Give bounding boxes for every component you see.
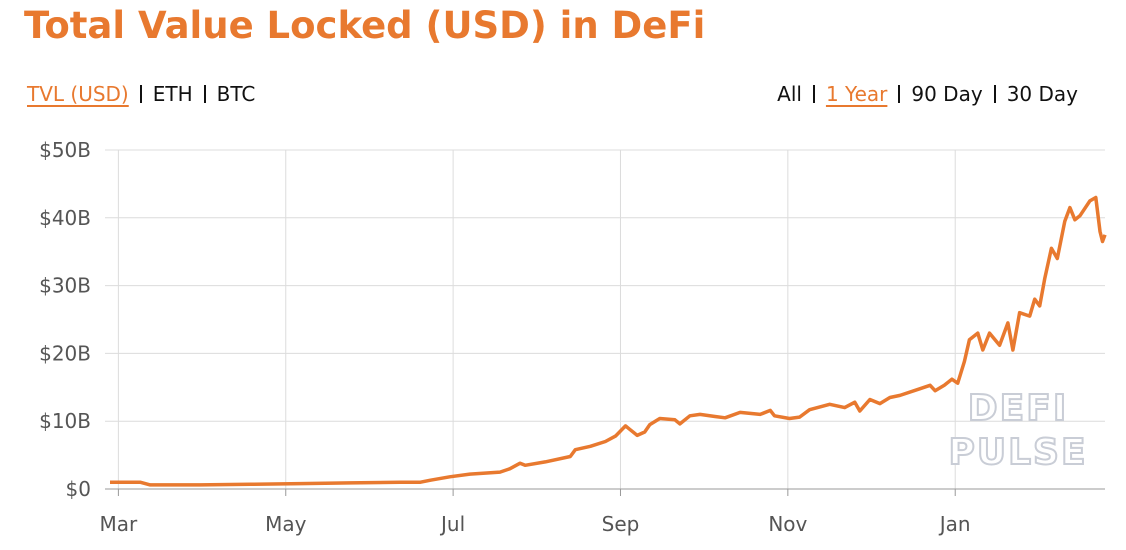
x-tick-label: Mar [100,512,139,536]
y-tick-label: $10B [39,409,91,433]
tab-separator [139,85,142,103]
y-tick-label: $0 [66,477,91,501]
watermark: DEFI [968,388,1068,429]
tab[interactable]: 1 Year [825,82,888,106]
tab-separator [898,85,901,103]
y-tick-label: $20B [39,341,91,365]
x-tick-label: Sep [602,512,640,536]
range-tabs: All 1 Year 90 Day 30 Day [777,82,1078,106]
tab[interactable]: TVL (USD) [27,82,129,106]
watermark: PULSE [948,432,1087,473]
tab[interactable]: ETH [152,82,193,106]
tab[interactable]: 90 Day [911,82,983,106]
x-tick-label: May [265,512,307,536]
tab[interactable]: All [777,82,802,106]
tab-separator [993,85,996,103]
x-tick-label: Jul [439,512,465,536]
x-tick-label: Jan [938,512,971,536]
page-title: Total Value Locked (USD) in DeFi [24,4,706,47]
tvl-line [110,195,1107,487]
y-tick-label: $30B [39,274,91,298]
x-tick-label: Nov [768,512,807,536]
y-tick-label: $40B [39,206,91,230]
tab[interactable]: 30 Day [1006,82,1078,106]
tab[interactable]: BTC [216,82,256,106]
tab-separator [812,85,815,103]
tab-separator [203,85,206,103]
y-tick-label: $50B [39,138,91,162]
metric-tabs: TVL (USD) ETH BTC [27,82,255,106]
